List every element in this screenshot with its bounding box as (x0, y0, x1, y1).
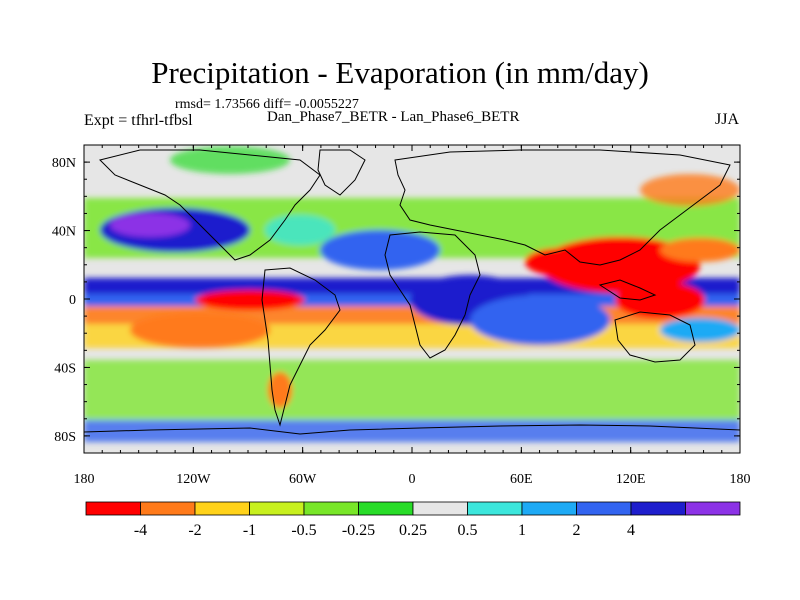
colorbar-label: 0.25 (399, 522, 427, 539)
x-tick-label: 0 (409, 472, 416, 487)
maritime-red (615, 282, 705, 318)
southern-ocean-band (84, 420, 740, 442)
colorbar-label: 0.5 (458, 522, 478, 539)
siberia-orange (640, 174, 740, 206)
axis-labels: 180 120W 60W 0 60E 120E 180 80N 40N 0 40S 80S (52, 156, 751, 487)
coast-australia (614, 311, 696, 363)
colorbar-swatch (249, 501, 305, 516)
colorbar-label: -0.25 (342, 522, 375, 539)
colorbar-swatch (630, 501, 686, 516)
pacific-north-purple (110, 213, 190, 237)
coast-maritime (598, 279, 657, 301)
x-tick-label: 120E (616, 472, 646, 487)
colorbar-label: -4 (134, 522, 147, 539)
rmsd-stats: rmsd= 1.73566 diff= -0.0055227 (175, 97, 359, 112)
y-tick-label: 40N (52, 225, 76, 240)
bay-bengal-red (525, 248, 595, 276)
coast-greenland (317, 149, 366, 196)
coast-africa (384, 231, 481, 359)
colorbar-swatch (521, 501, 577, 516)
coastlines (84, 149, 740, 435)
colorbar-swatch (412, 501, 468, 516)
axis-ticks (83, 145, 741, 453)
x-tick-label: 180 (74, 472, 95, 487)
east-pacific-red (195, 290, 305, 310)
y-tick-label: 40S (54, 361, 76, 376)
atlantic-blue (320, 230, 440, 270)
spcz-orange (130, 312, 270, 348)
colorbar-swatch (685, 501, 741, 516)
nw-pacific-orange (660, 238, 740, 262)
season-label: JJA (715, 111, 740, 128)
n-atlantic-cyan (265, 215, 335, 245)
chart-title: Precipitation - Evaporation (in mm/day) (151, 55, 649, 90)
x-tick-label: 120W (176, 472, 211, 487)
x-tick-label: 180 (730, 472, 751, 487)
x-tick-label: 60E (510, 472, 533, 487)
colorbar-label: -0.5 (291, 522, 316, 539)
coast-south-america (261, 267, 341, 427)
coast-eurasia (394, 149, 731, 266)
colorbar-label: 2 (573, 522, 581, 539)
arctic-green (170, 146, 290, 174)
map-area (84, 145, 740, 453)
colorbar: -4 -2 -1 -0.5 -0.25 0.25 0.5 1 2 4 (85, 501, 741, 539)
sw-pacific-cyan (660, 318, 740, 342)
coast-antarctica (84, 424, 740, 435)
y-tick-label: 80N (52, 156, 76, 171)
colorbar-swatch (358, 501, 414, 516)
colorbar-swatch (303, 501, 359, 516)
x-tick-label: 60W (289, 472, 317, 487)
colorbar-label: -1 (243, 522, 256, 539)
colorbar-swatch (576, 501, 632, 516)
colorbar-label: 4 (627, 522, 635, 539)
experiment-label: Expt = tfhrl-tfbsl (84, 112, 193, 129)
colorbar-label: 1 (518, 522, 526, 539)
colorbar-swatch (140, 501, 196, 516)
field-blobs (84, 146, 740, 442)
colorbar-label: -2 (188, 522, 201, 539)
y-tick-label: 0 (69, 293, 76, 308)
chart-subtitle: Dan_Phase7_BETR - Lan_Phase6_BETR (267, 109, 520, 125)
y-tick-label: 80S (54, 430, 76, 445)
colorbar-swatch (85, 501, 141, 516)
indian-ocean-south-blue (470, 295, 610, 345)
colorbar-swatch (194, 501, 250, 516)
coast-north-america (99, 149, 321, 261)
colorbar-swatch (467, 501, 523, 516)
sh-midlat-band (84, 360, 740, 420)
